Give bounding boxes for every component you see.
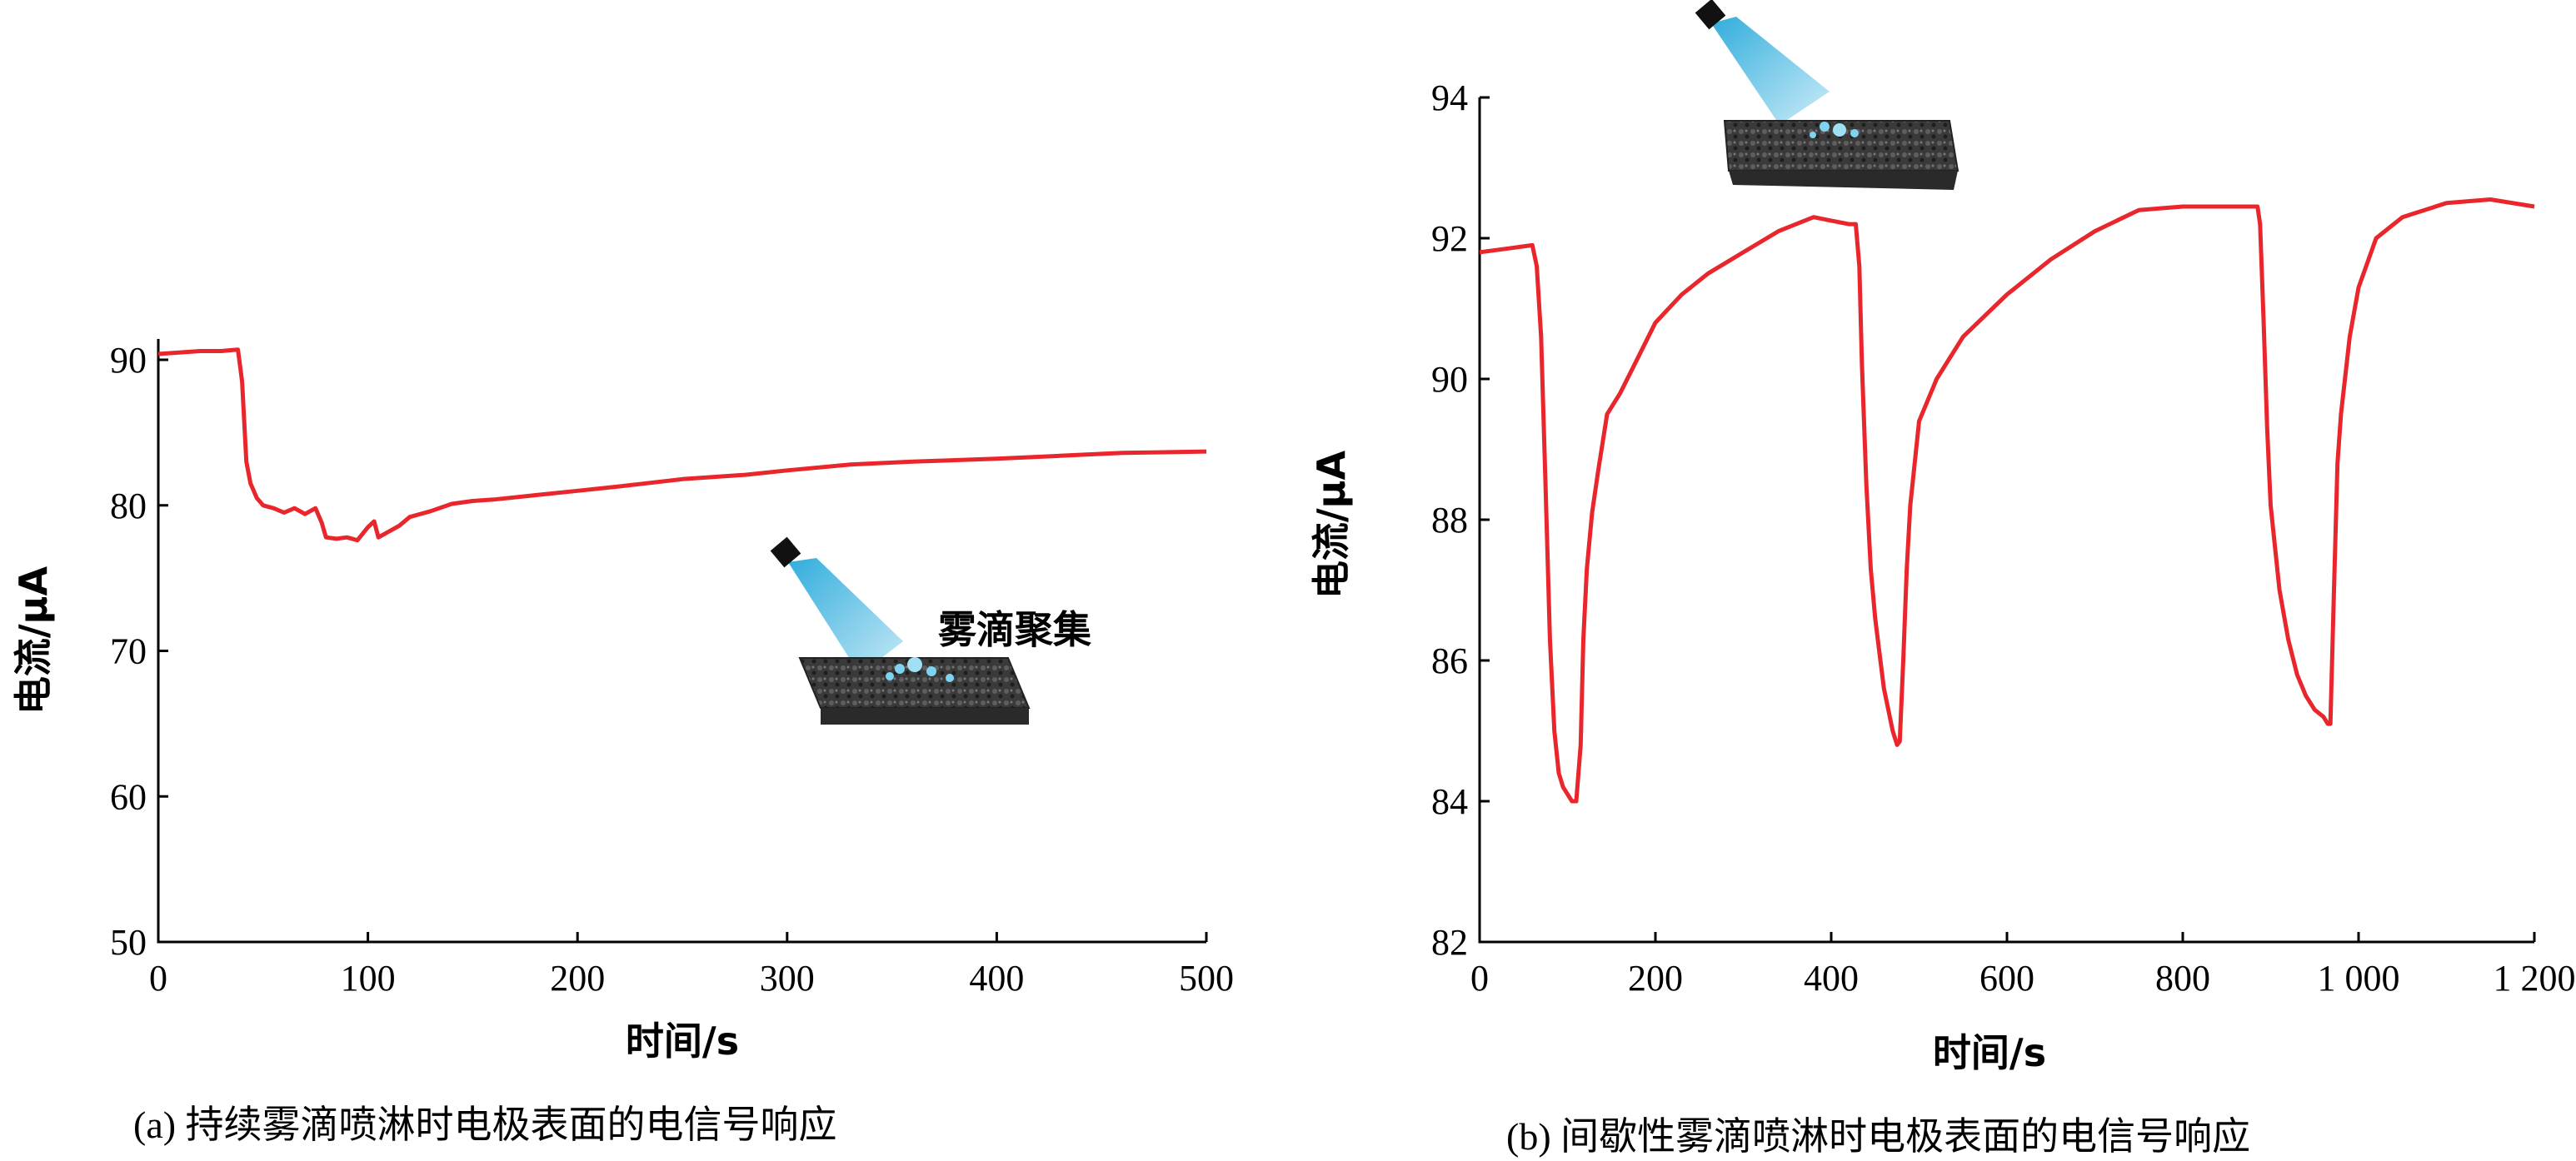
droplet bbox=[895, 664, 905, 674]
nozzle-icon bbox=[1695, 0, 1726, 30]
droplet bbox=[1810, 132, 1816, 138]
panel-b-xlabel: 时间/s bbox=[1933, 1030, 2046, 1075]
x-tick-label: 1 000 bbox=[2318, 958, 2400, 999]
x-tick-label: 200 bbox=[1628, 958, 1683, 999]
panel-a-series bbox=[157, 347, 1207, 543]
panel-b-ylabel: 电流/μA bbox=[1309, 450, 1354, 599]
foam-electrode-side bbox=[1729, 171, 1958, 190]
panel-a-xlabel: 时间/s bbox=[626, 1019, 739, 1064]
x-tick-label: 600 bbox=[1979, 958, 2034, 999]
droplet bbox=[926, 666, 936, 676]
x-tick-label: 800 bbox=[2155, 958, 2210, 999]
droplet bbox=[1820, 122, 1830, 132]
x-tick-label: 200 bbox=[550, 958, 605, 999]
y-tick-label: 86 bbox=[1431, 640, 1468, 681]
chart-panel-b: 0 200 400 600 800 1 000 1 200 82 84 86 88 90 92 94 电流… bbox=[1309, 0, 2576, 1158]
spray-beam bbox=[1711, 17, 1830, 125]
panel-a-ylabel: 电流/μA bbox=[11, 566, 56, 715]
panel-a-caption: (a) 持续雾滴喷淋时电极表面的电信号响应 bbox=[133, 1104, 837, 1146]
droplet bbox=[1850, 129, 1859, 137]
panel-b-series bbox=[1479, 197, 2535, 804]
y-tick-label: 94 bbox=[1431, 77, 1468, 118]
droplet bbox=[886, 672, 894, 680]
y-tick-label: 90 bbox=[110, 340, 147, 381]
x-tick-label: 500 bbox=[1179, 958, 1234, 999]
panel-b-ticks: 0 200 400 600 800 1 000 1 200 82 84 86 88 90 92 94 bbox=[1431, 77, 2576, 999]
spray-beam bbox=[788, 558, 903, 675]
x-tick-label: 1 200 bbox=[2494, 958, 2576, 999]
y-tick-label: 50 bbox=[110, 922, 147, 963]
spray-illustration-a bbox=[770, 536, 1031, 725]
droplet bbox=[1833, 123, 1846, 137]
x-tick-label: 0 bbox=[149, 958, 167, 999]
y-tick-label: 82 bbox=[1431, 922, 1468, 963]
y-tick-label: 84 bbox=[1431, 781, 1468, 822]
y-tick-label: 88 bbox=[1431, 500, 1468, 541]
y-tick-label: 60 bbox=[110, 776, 147, 817]
panel-b-axes bbox=[1478, 97, 2534, 944]
panel-a-ticks: 0 100 200 300 400 500 50 60 70 80 90 bbox=[110, 340, 1234, 999]
panel-a-annotation: 雾滴聚集 bbox=[938, 607, 1091, 652]
x-tick-label: 100 bbox=[341, 958, 396, 999]
droplet bbox=[946, 674, 954, 682]
current-series-line bbox=[157, 347, 1207, 543]
y-tick-label: 90 bbox=[1431, 359, 1468, 400]
nozzle-icon bbox=[770, 536, 801, 568]
x-tick-label: 400 bbox=[969, 958, 1024, 999]
x-tick-label: 400 bbox=[1804, 958, 1859, 999]
chart-panel-a: 0 100 200 300 400 500 50 60 70 80 90 电流/μA 时间/s (a… bbox=[11, 339, 1234, 1146]
x-tick-label: 0 bbox=[1470, 958, 1489, 999]
x-tick-label: 300 bbox=[760, 958, 815, 999]
foam-electrode-side bbox=[821, 708, 1029, 725]
y-tick-label: 70 bbox=[110, 631, 147, 672]
panel-b-caption: (b) 间歇性雾滴喷淋时电极表面的电信号响应 bbox=[1506, 1115, 2250, 1158]
current-series-line bbox=[1479, 197, 2535, 804]
droplet bbox=[907, 657, 922, 672]
spray-illustration-b bbox=[1695, 0, 1959, 190]
y-tick-label: 92 bbox=[1431, 218, 1468, 259]
y-tick-label: 80 bbox=[110, 486, 147, 526]
